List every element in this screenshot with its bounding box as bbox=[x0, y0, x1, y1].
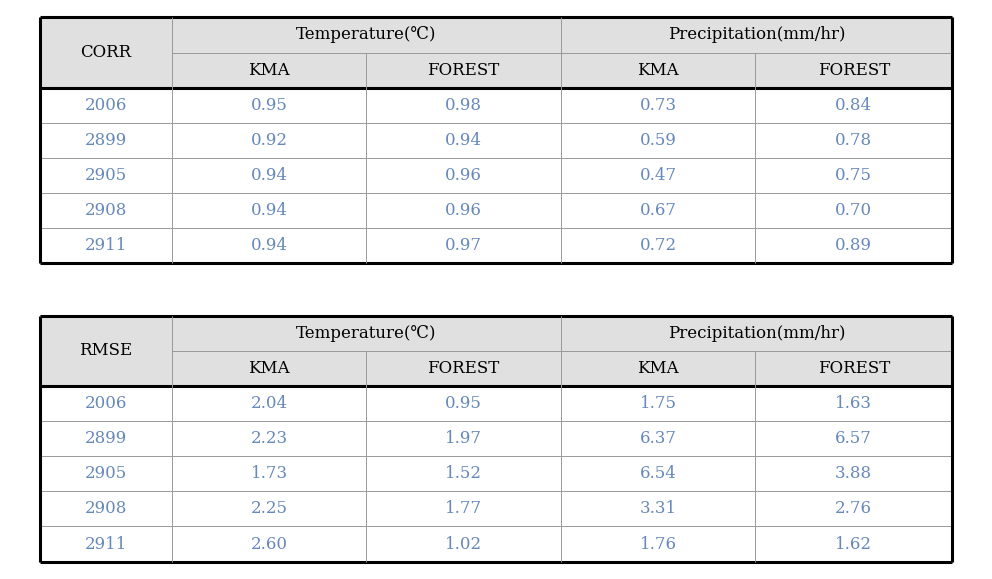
Bar bbox=[40, 492, 952, 526]
Text: 2908: 2908 bbox=[84, 500, 127, 518]
Text: FOREST: FOREST bbox=[817, 360, 890, 377]
Text: 1.62: 1.62 bbox=[835, 536, 872, 552]
Bar bbox=[40, 386, 952, 421]
Text: 3.88: 3.88 bbox=[835, 466, 872, 482]
Text: 2899: 2899 bbox=[84, 430, 127, 447]
Text: 2911: 2911 bbox=[84, 237, 127, 254]
Bar bbox=[40, 526, 952, 562]
Text: FOREST: FOREST bbox=[428, 360, 500, 377]
Text: 3.31: 3.31 bbox=[640, 500, 677, 518]
Text: 2899: 2899 bbox=[84, 132, 127, 149]
Text: 0.95: 0.95 bbox=[445, 395, 482, 412]
Text: FOREST: FOREST bbox=[817, 61, 890, 79]
Bar bbox=[40, 87, 952, 123]
Bar bbox=[40, 316, 952, 351]
Text: 1.02: 1.02 bbox=[445, 536, 482, 552]
Text: FOREST: FOREST bbox=[428, 61, 500, 79]
Text: RMSE: RMSE bbox=[79, 342, 133, 359]
Text: KMA: KMA bbox=[637, 61, 679, 79]
Bar bbox=[40, 158, 952, 193]
Text: 2.76: 2.76 bbox=[835, 500, 872, 518]
Text: Precipitation(mm/hr): Precipitation(mm/hr) bbox=[668, 325, 845, 342]
Text: 1.97: 1.97 bbox=[445, 430, 482, 447]
Text: 2908: 2908 bbox=[84, 202, 127, 219]
Text: 0.75: 0.75 bbox=[835, 167, 872, 184]
Text: 0.95: 0.95 bbox=[251, 97, 288, 113]
Text: Temperature(℃): Temperature(℃) bbox=[297, 325, 436, 342]
Bar bbox=[40, 351, 952, 386]
Bar bbox=[40, 421, 952, 456]
Text: 0.73: 0.73 bbox=[640, 97, 677, 113]
Text: 2.60: 2.60 bbox=[251, 536, 288, 552]
Text: 0.94: 0.94 bbox=[251, 202, 288, 219]
Text: 0.84: 0.84 bbox=[835, 97, 872, 113]
Text: 0.92: 0.92 bbox=[251, 132, 288, 149]
Text: 2006: 2006 bbox=[84, 97, 127, 113]
Text: KMA: KMA bbox=[248, 360, 290, 377]
Text: KMA: KMA bbox=[637, 360, 679, 377]
Text: 2911: 2911 bbox=[84, 536, 127, 552]
Text: 2905: 2905 bbox=[84, 466, 127, 482]
Text: 0.98: 0.98 bbox=[445, 97, 482, 113]
Text: 2905: 2905 bbox=[84, 167, 127, 184]
Bar bbox=[40, 193, 952, 228]
Text: 0.78: 0.78 bbox=[835, 132, 872, 149]
Text: 1.77: 1.77 bbox=[445, 500, 482, 518]
Bar bbox=[40, 228, 952, 263]
Text: 0.70: 0.70 bbox=[835, 202, 872, 219]
Bar bbox=[40, 456, 952, 492]
Text: 6.54: 6.54 bbox=[640, 466, 677, 482]
Text: 0.67: 0.67 bbox=[640, 202, 677, 219]
Text: Temperature(℃): Temperature(℃) bbox=[297, 27, 436, 43]
Text: 6.57: 6.57 bbox=[835, 430, 872, 447]
Text: 2.04: 2.04 bbox=[251, 395, 288, 412]
Text: 0.59: 0.59 bbox=[640, 132, 677, 149]
Bar bbox=[40, 53, 952, 87]
Text: 1.52: 1.52 bbox=[445, 466, 482, 482]
Text: 0.47: 0.47 bbox=[640, 167, 677, 184]
Text: Precipitation(mm/hr): Precipitation(mm/hr) bbox=[668, 27, 845, 43]
Text: KMA: KMA bbox=[248, 61, 290, 79]
Text: 0.94: 0.94 bbox=[251, 167, 288, 184]
Text: 6.37: 6.37 bbox=[640, 430, 677, 447]
Text: 2.25: 2.25 bbox=[251, 500, 288, 518]
Text: 0.96: 0.96 bbox=[445, 202, 482, 219]
Text: 0.97: 0.97 bbox=[445, 237, 482, 254]
Text: 1.73: 1.73 bbox=[251, 466, 288, 482]
Text: 0.94: 0.94 bbox=[445, 132, 482, 149]
Text: 1.76: 1.76 bbox=[640, 536, 677, 552]
Bar bbox=[40, 123, 952, 158]
Text: 0.94: 0.94 bbox=[251, 237, 288, 254]
Text: CORR: CORR bbox=[80, 44, 131, 61]
Text: 0.96: 0.96 bbox=[445, 167, 482, 184]
Text: 1.75: 1.75 bbox=[640, 395, 677, 412]
Text: 1.63: 1.63 bbox=[835, 395, 872, 412]
Text: 2.23: 2.23 bbox=[251, 430, 288, 447]
Text: 0.72: 0.72 bbox=[640, 237, 677, 254]
Bar bbox=[40, 17, 952, 53]
Text: 0.89: 0.89 bbox=[835, 237, 872, 254]
Text: 2006: 2006 bbox=[84, 395, 127, 412]
